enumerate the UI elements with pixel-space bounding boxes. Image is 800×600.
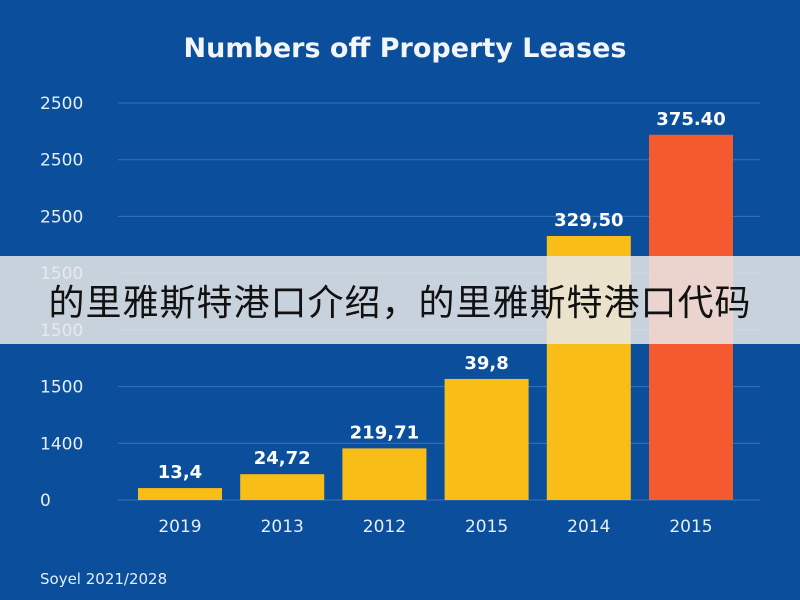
overlay-banner-text: 的里雅斯特港口介绍，的里雅斯特港口代码: [48, 283, 752, 324]
bar-value-label: 329,50: [554, 210, 623, 231]
x-category-label: 2015: [465, 517, 508, 537]
y-tick-label: 1500: [40, 378, 83, 398]
bar-value-label: 39,8: [464, 353, 508, 374]
x-category-label: 2015: [669, 517, 712, 537]
x-category-label: 2012: [363, 517, 406, 537]
bar-value-label: 219,71: [350, 422, 419, 443]
y-tick-label: 2500: [40, 207, 83, 227]
bar-value-label: 13,4: [158, 462, 202, 483]
y-tick-label: 2500: [40, 151, 83, 171]
x-axis-categories: 2019 2013 2012 2015 2014 2015: [158, 517, 712, 537]
bar-2: [342, 448, 427, 500]
chart-title: Numbers off Property Leases: [184, 33, 627, 64]
source-note: Soyel 2021/2028: [40, 570, 167, 588]
y-tick-label: 1400: [40, 434, 83, 454]
y-tick-label: 2500: [40, 94, 83, 114]
bar-1: [240, 474, 325, 500]
value-labels: 13,4 24,72 219,71 39,8 329,50 375.40: [158, 109, 726, 483]
bar-value-label: 375.40: [656, 109, 725, 130]
overlay-banner: 的里雅斯特港口介绍，的里雅斯特港口代码: [0, 256, 800, 344]
bar-0: [138, 488, 222, 500]
bar-3: [444, 378, 529, 500]
x-category-label: 2019: [158, 517, 201, 537]
y-tick-label: 0: [40, 491, 51, 511]
x-category-label: 2014: [567, 517, 610, 537]
x-category-label: 2013: [261, 517, 304, 537]
bar-value-label: 24,72: [254, 448, 311, 469]
